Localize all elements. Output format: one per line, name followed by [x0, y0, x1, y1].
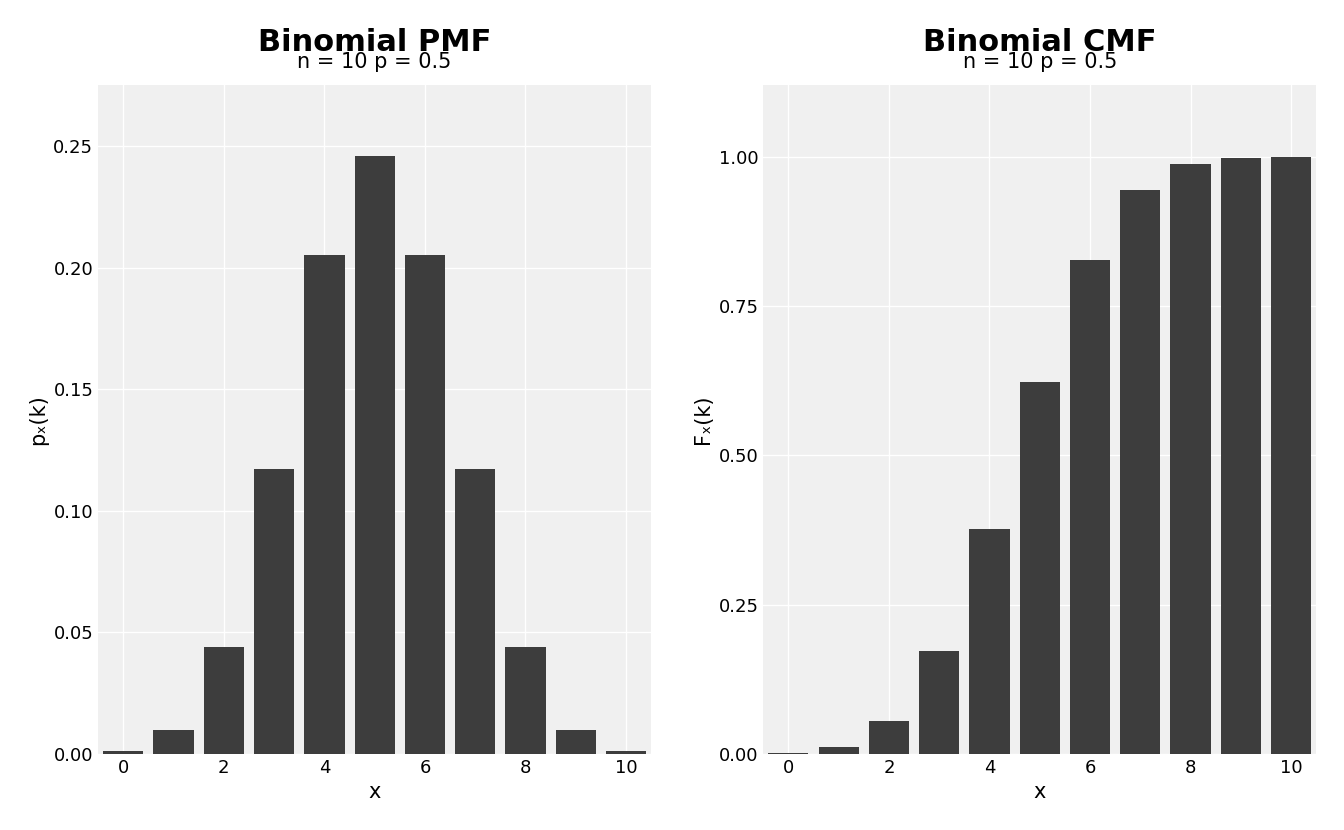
- Bar: [1120, 190, 1160, 754]
- Y-axis label: Fₓ(k): Fₓ(k): [694, 395, 712, 444]
- Bar: [555, 730, 595, 754]
- Bar: [204, 647, 245, 754]
- Bar: [304, 256, 344, 754]
- Bar: [868, 721, 909, 754]
- Bar: [1271, 157, 1312, 754]
- Bar: [405, 256, 445, 754]
- Title: Binomial CMF: Binomial CMF: [923, 27, 1156, 56]
- Bar: [969, 529, 1009, 754]
- Bar: [1171, 164, 1211, 754]
- Title: Binomial PMF: Binomial PMF: [258, 27, 492, 56]
- Bar: [505, 647, 546, 754]
- Y-axis label: pₓ(k): pₓ(k): [28, 394, 48, 445]
- Bar: [606, 751, 646, 754]
- Bar: [153, 730, 194, 754]
- Bar: [1220, 158, 1261, 754]
- Text: n = 10 p = 0.5: n = 10 p = 0.5: [297, 52, 452, 72]
- Bar: [355, 156, 395, 754]
- Bar: [818, 747, 859, 754]
- Text: n = 10 p = 0.5: n = 10 p = 0.5: [962, 52, 1117, 72]
- Bar: [919, 652, 960, 754]
- Bar: [1070, 260, 1110, 754]
- Bar: [254, 469, 294, 754]
- X-axis label: x: x: [1034, 782, 1046, 803]
- X-axis label: x: x: [368, 782, 380, 803]
- Bar: [1020, 382, 1060, 754]
- Bar: [456, 469, 496, 754]
- Bar: [103, 751, 144, 754]
